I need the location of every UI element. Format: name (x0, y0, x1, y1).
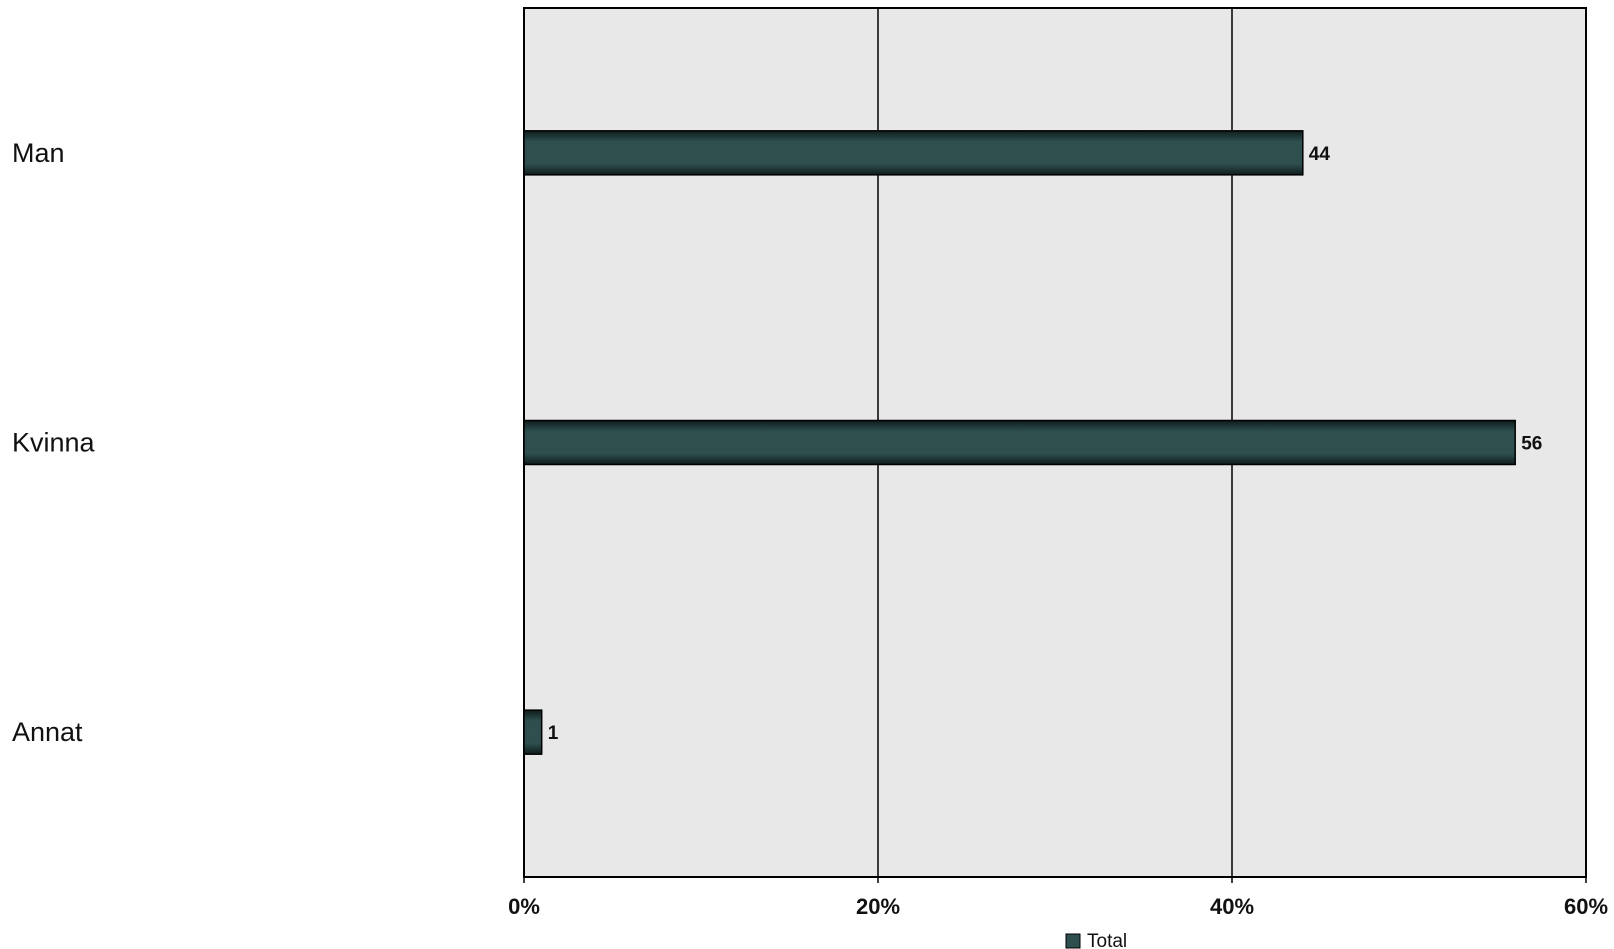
category-label: Annat (12, 717, 83, 747)
x-axis-ticks: 0% 20% 40% 60% (508, 894, 1608, 919)
category-labels: Man Kvinna Annat (12, 138, 96, 747)
data-label: 1 (548, 723, 559, 744)
category-label: Man (12, 138, 65, 168)
bars: 44 56 1 (523, 130, 1542, 755)
x-tick-label: 20% (856, 894, 900, 919)
legend: Total (1065, 931, 1127, 949)
category-label: Kvinna (12, 428, 96, 458)
x-tick-label: 0% (508, 894, 540, 919)
legend-label-total: Total (1087, 931, 1127, 949)
bar-kvinna (523, 419, 1516, 466)
x-tick-label: 60% (1564, 894, 1608, 919)
bar-man (523, 130, 1304, 176)
x-tick-label: 40% (1210, 894, 1254, 919)
bar-annat (523, 709, 543, 755)
data-label: 56 (1521, 434, 1542, 455)
legend-swatch-total (1065, 933, 1081, 949)
data-label: 44 (1309, 144, 1331, 165)
